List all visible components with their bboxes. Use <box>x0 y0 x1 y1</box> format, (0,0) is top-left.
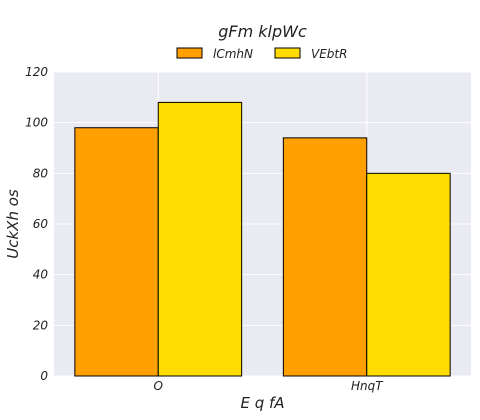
legend-label-series-2: VEbtR <box>311 47 347 61</box>
y-tick-label: 120 <box>25 65 48 79</box>
x-tick-label: HnqT <box>351 379 384 393</box>
y-tick-label: 40 <box>33 268 49 282</box>
legend: lCmhN VEbtR <box>176 47 347 61</box>
legend-swatch-series-2 <box>274 47 301 59</box>
y-tick-label: 20 <box>33 318 49 332</box>
bar <box>282 137 368 377</box>
y-tick-label: 60 <box>33 217 49 231</box>
y-tick-label: 80 <box>33 166 49 180</box>
legend-label-series-1: lCmhN <box>213 47 253 61</box>
bars <box>74 101 451 377</box>
x-tick-label: O <box>154 379 163 393</box>
bar <box>366 172 451 377</box>
tick-labels: 0 20 40 60 80 100 120 O HnqT <box>25 65 384 393</box>
bar <box>157 101 243 377</box>
bar <box>74 127 159 377</box>
legend-swatch-series-1 <box>176 47 203 59</box>
chart-title: gFm klpWc <box>218 22 307 41</box>
y-tick-label: 0 <box>40 369 48 383</box>
y-tick-label: 100 <box>25 116 48 130</box>
y-axis-label: UckXh os <box>4 189 22 259</box>
x-axis-label: E q fA <box>240 394 284 412</box>
